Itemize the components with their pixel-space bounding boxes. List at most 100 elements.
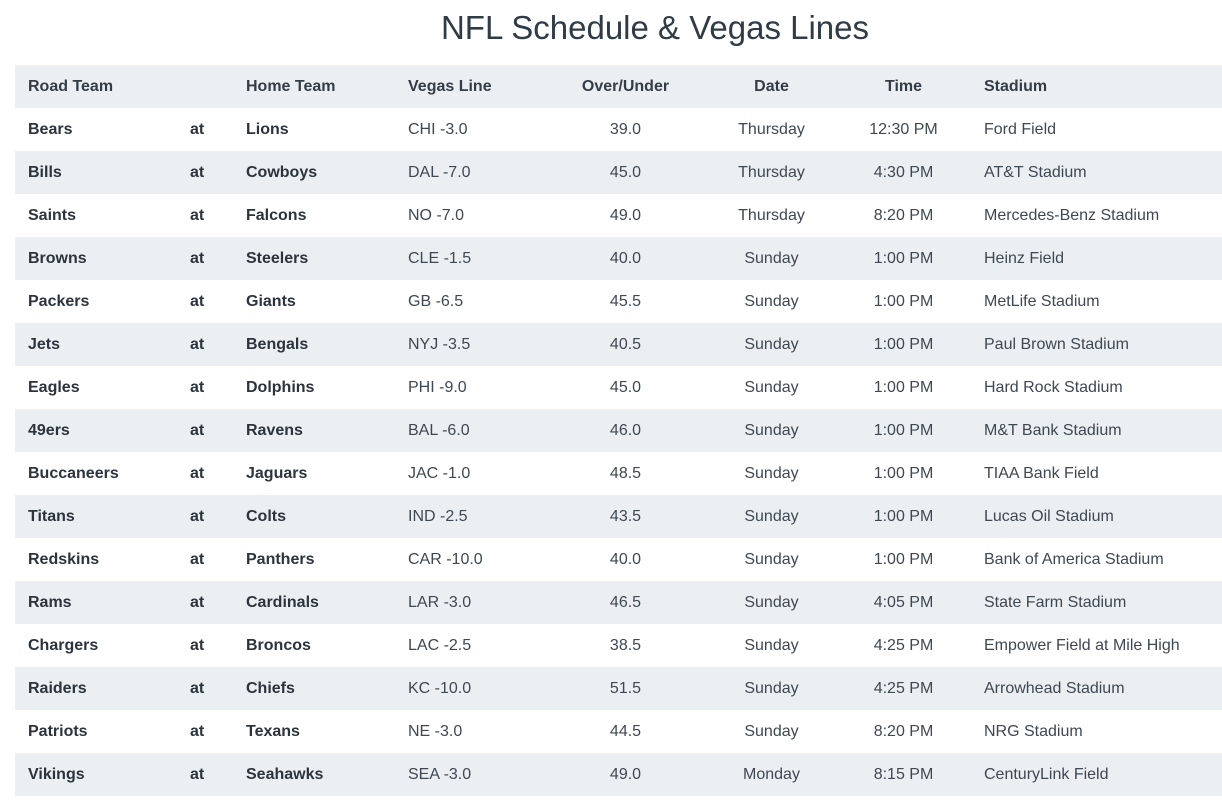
over-under-cell: 45.5: [609, 292, 642, 310]
vegas-line-cell: CAR -10.0: [408, 550, 483, 568]
over-under-cell: 40.0: [609, 249, 642, 267]
table-row: Titans at Colts IND -2.5 43.5 Sunday 1:00 PM Lu…: [15, 495, 1222, 538]
stadium-cell: Mercedes-Benz Stadium: [984, 206, 1160, 224]
road-team-cell: Packers: [28, 292, 90, 310]
header-stadium: Stadium: [984, 77, 1048, 95]
vegas-line-cell: NYJ -3.5: [408, 335, 471, 353]
road-team-cell: Redskins: [28, 550, 100, 568]
header-at: [190, 65, 246, 108]
over-under-cell: 43.5: [609, 507, 642, 525]
at-cell: at: [190, 206, 205, 224]
table-row: Vikings at Seahawks SEA -3.0 49.0 Monday 8:15 …: [15, 753, 1222, 796]
vegas-line-cell: PHI -9.0: [408, 378, 467, 396]
time-cell: 12:30 PM: [869, 120, 938, 138]
time-cell: 1:00 PM: [873, 507, 934, 525]
table-row: Redskins at Panthers CAR -10.0 40.0 Sunday 1:0…: [15, 538, 1222, 581]
home-team-cell: Cowboys: [246, 163, 318, 181]
date-cell: Sunday: [744, 722, 799, 740]
home-team-cell: Steelers: [246, 249, 309, 267]
header-road-team: Road Team: [28, 77, 114, 95]
header-over-under: Over/Under: [581, 77, 670, 95]
page-title: NFL Schedule & Vegas Lines: [440, 9, 870, 46]
table-row: Patriots at Texans NE -3.0 44.5 Sunday 8:20 PM…: [15, 710, 1222, 753]
date-cell: Sunday: [744, 593, 799, 611]
table-row: 49ers at Ravens BAL -6.0 46.0 Sunday 1:00 PM M&…: [15, 409, 1222, 452]
over-under-cell: 39.0: [609, 120, 642, 138]
time-cell: 4:25 PM: [873, 679, 934, 697]
over-under-cell: 45.0: [609, 163, 642, 181]
time-cell: 1:00 PM: [873, 335, 934, 353]
at-cell: at: [190, 507, 205, 525]
date-cell: Sunday: [744, 249, 799, 267]
at-cell: at: [190, 636, 205, 654]
over-under-cell: 44.5: [609, 722, 642, 740]
table-row: Buccaneers at Jaguars JAC -1.0 48.5 Sunday 1:0…: [15, 452, 1222, 495]
time-cell: 1:00 PM: [873, 550, 934, 568]
vegas-line-cell: GB -6.5: [408, 292, 464, 310]
date-cell: Thursday: [738, 206, 805, 224]
road-team-cell: Bills: [28, 163, 62, 181]
at-cell: at: [190, 335, 205, 353]
date-cell: Sunday: [744, 636, 799, 654]
home-team-cell: Texans: [246, 722, 300, 740]
home-team-cell: Dolphins: [246, 378, 315, 396]
at-cell: at: [190, 593, 205, 611]
road-team-cell: Rams: [28, 593, 72, 611]
stadium-cell: TIAA Bank Field: [984, 464, 1099, 482]
time-cell: 1:00 PM: [873, 464, 934, 482]
road-team-cell: Saints: [28, 206, 77, 224]
stadium-cell: Lucas Oil Stadium: [984, 507, 1114, 525]
time-cell: 4:30 PM: [873, 163, 934, 181]
table-body: Bears at Lions CHI -3.0 39.0 Thursday 12:30 PM…: [15, 108, 1222, 796]
over-under-cell: 48.5: [609, 464, 642, 482]
road-team-cell: Vikings: [28, 765, 85, 783]
vegas-line-cell: NO -7.0: [408, 206, 465, 224]
home-team-cell: Jaguars: [246, 464, 308, 482]
at-cell: at: [190, 722, 205, 740]
vegas-line-cell: LAC -2.5: [408, 636, 472, 654]
date-cell: Sunday: [744, 292, 799, 310]
vegas-line-cell: KC -10.0: [408, 679, 472, 697]
home-team-cell: Lions: [246, 120, 289, 138]
at-cell: at: [190, 679, 205, 697]
schedule-table: Road Team Home Team Vegas Line Over/Unde…: [15, 65, 1222, 796]
road-team-cell: Jets: [28, 335, 61, 353]
at-cell: at: [190, 464, 205, 482]
road-team-cell: Patriots: [28, 722, 88, 740]
over-under-cell: 49.0: [609, 206, 642, 224]
vegas-line-cell: LAR -3.0: [408, 593, 472, 611]
stadium-cell: Empower Field at Mile High: [984, 636, 1180, 654]
stadium-cell: Bank of America Stadium: [984, 550, 1164, 568]
date-cell: Sunday: [744, 464, 799, 482]
table-row: Packers at Giants GB -6.5 45.5 Sunday 1:00 PM M…: [15, 280, 1222, 323]
stadium-cell: Heinz Field: [984, 249, 1065, 267]
home-team-cell: Bengals: [246, 335, 309, 353]
table-row: Jets at Bengals NYJ -3.5 40.5 Sunday 1:00 PM Pa…: [15, 323, 1222, 366]
road-team-cell: Browns: [28, 249, 87, 267]
over-under-cell: 40.0: [609, 550, 642, 568]
over-under-cell: 45.0: [609, 378, 642, 396]
time-cell: 8:20 PM: [873, 206, 934, 224]
home-team-cell: Falcons: [246, 206, 307, 224]
road-team-cell: Chargers: [28, 636, 99, 654]
at-cell: at: [190, 163, 205, 181]
road-team-cell: Eagles: [28, 378, 80, 396]
date-cell: Thursday: [738, 120, 805, 138]
home-team-cell: Panthers: [246, 550, 315, 568]
over-under-cell: 49.0: [609, 765, 642, 783]
time-cell: 1:00 PM: [873, 292, 934, 310]
vegas-line-cell: NE -3.0: [408, 722, 463, 740]
at-cell: at: [190, 765, 205, 783]
over-under-cell: 38.5: [609, 636, 642, 654]
vegas-line-cell: BAL -6.0: [408, 421, 470, 439]
over-under-cell: 40.5: [609, 335, 642, 353]
vegas-line-cell: CLE -1.5: [408, 249, 472, 267]
header-home-team: Home Team: [246, 77, 336, 95]
table-row: Browns at Steelers CLE -1.5 40.0 Sunday 1:00 P…: [15, 237, 1222, 280]
table-header: Road Team Home Team Vegas Line Over/Unde…: [15, 65, 1222, 108]
home-team-cell: Colts: [246, 507, 286, 525]
date-cell: Sunday: [744, 335, 799, 353]
date-cell: Sunday: [744, 550, 799, 568]
date-cell: Sunday: [744, 378, 799, 396]
vegas-line-cell: CHI -3.0: [408, 120, 468, 138]
